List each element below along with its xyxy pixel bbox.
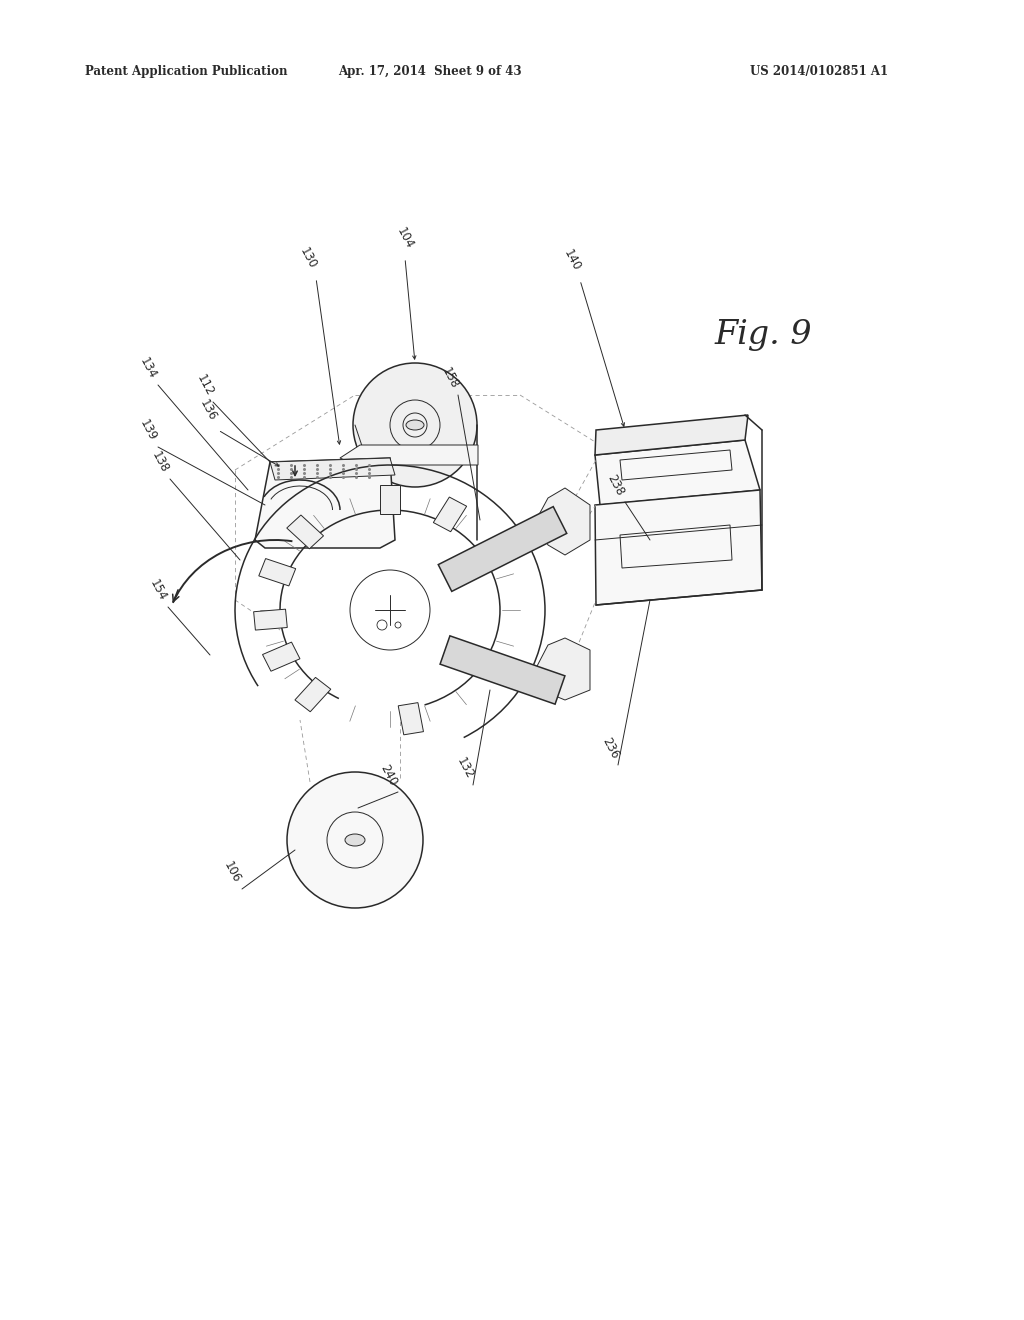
Polygon shape [595, 490, 762, 605]
Polygon shape [262, 642, 300, 671]
Text: 134: 134 [137, 355, 159, 381]
Polygon shape [295, 677, 331, 711]
Polygon shape [380, 484, 400, 515]
Polygon shape [433, 498, 467, 532]
Text: 104: 104 [394, 226, 416, 251]
Text: 154: 154 [147, 577, 169, 603]
Text: Apr. 17, 2014  Sheet 9 of 43: Apr. 17, 2014 Sheet 9 of 43 [338, 66, 522, 78]
Circle shape [287, 772, 423, 908]
Text: 136: 136 [197, 397, 219, 422]
Text: 138: 138 [150, 449, 171, 475]
Text: 158: 158 [439, 366, 461, 391]
Ellipse shape [406, 420, 424, 430]
Text: 106: 106 [221, 859, 243, 884]
Text: 238: 238 [604, 473, 626, 498]
Polygon shape [259, 558, 296, 586]
Polygon shape [535, 638, 590, 700]
Polygon shape [438, 507, 566, 591]
Polygon shape [287, 515, 324, 549]
Polygon shape [535, 488, 590, 554]
Polygon shape [340, 445, 478, 465]
Circle shape [353, 363, 477, 487]
Text: 130: 130 [297, 246, 318, 271]
Text: 140: 140 [561, 247, 583, 273]
Text: 132: 132 [454, 755, 476, 781]
Polygon shape [255, 458, 395, 548]
Text: Patent Application Publication: Patent Application Publication [85, 66, 288, 78]
Ellipse shape [345, 834, 365, 846]
Text: 112: 112 [194, 372, 216, 399]
Polygon shape [595, 440, 760, 506]
Polygon shape [398, 702, 424, 735]
Polygon shape [254, 609, 288, 630]
Text: 240: 240 [377, 762, 399, 788]
Text: US 2014/0102851 A1: US 2014/0102851 A1 [750, 66, 888, 78]
Text: 236: 236 [599, 735, 621, 762]
Polygon shape [595, 414, 748, 455]
Text: 139: 139 [137, 417, 159, 444]
Text: Fig. 9: Fig. 9 [715, 319, 813, 351]
Polygon shape [270, 458, 395, 480]
Polygon shape [440, 636, 565, 704]
